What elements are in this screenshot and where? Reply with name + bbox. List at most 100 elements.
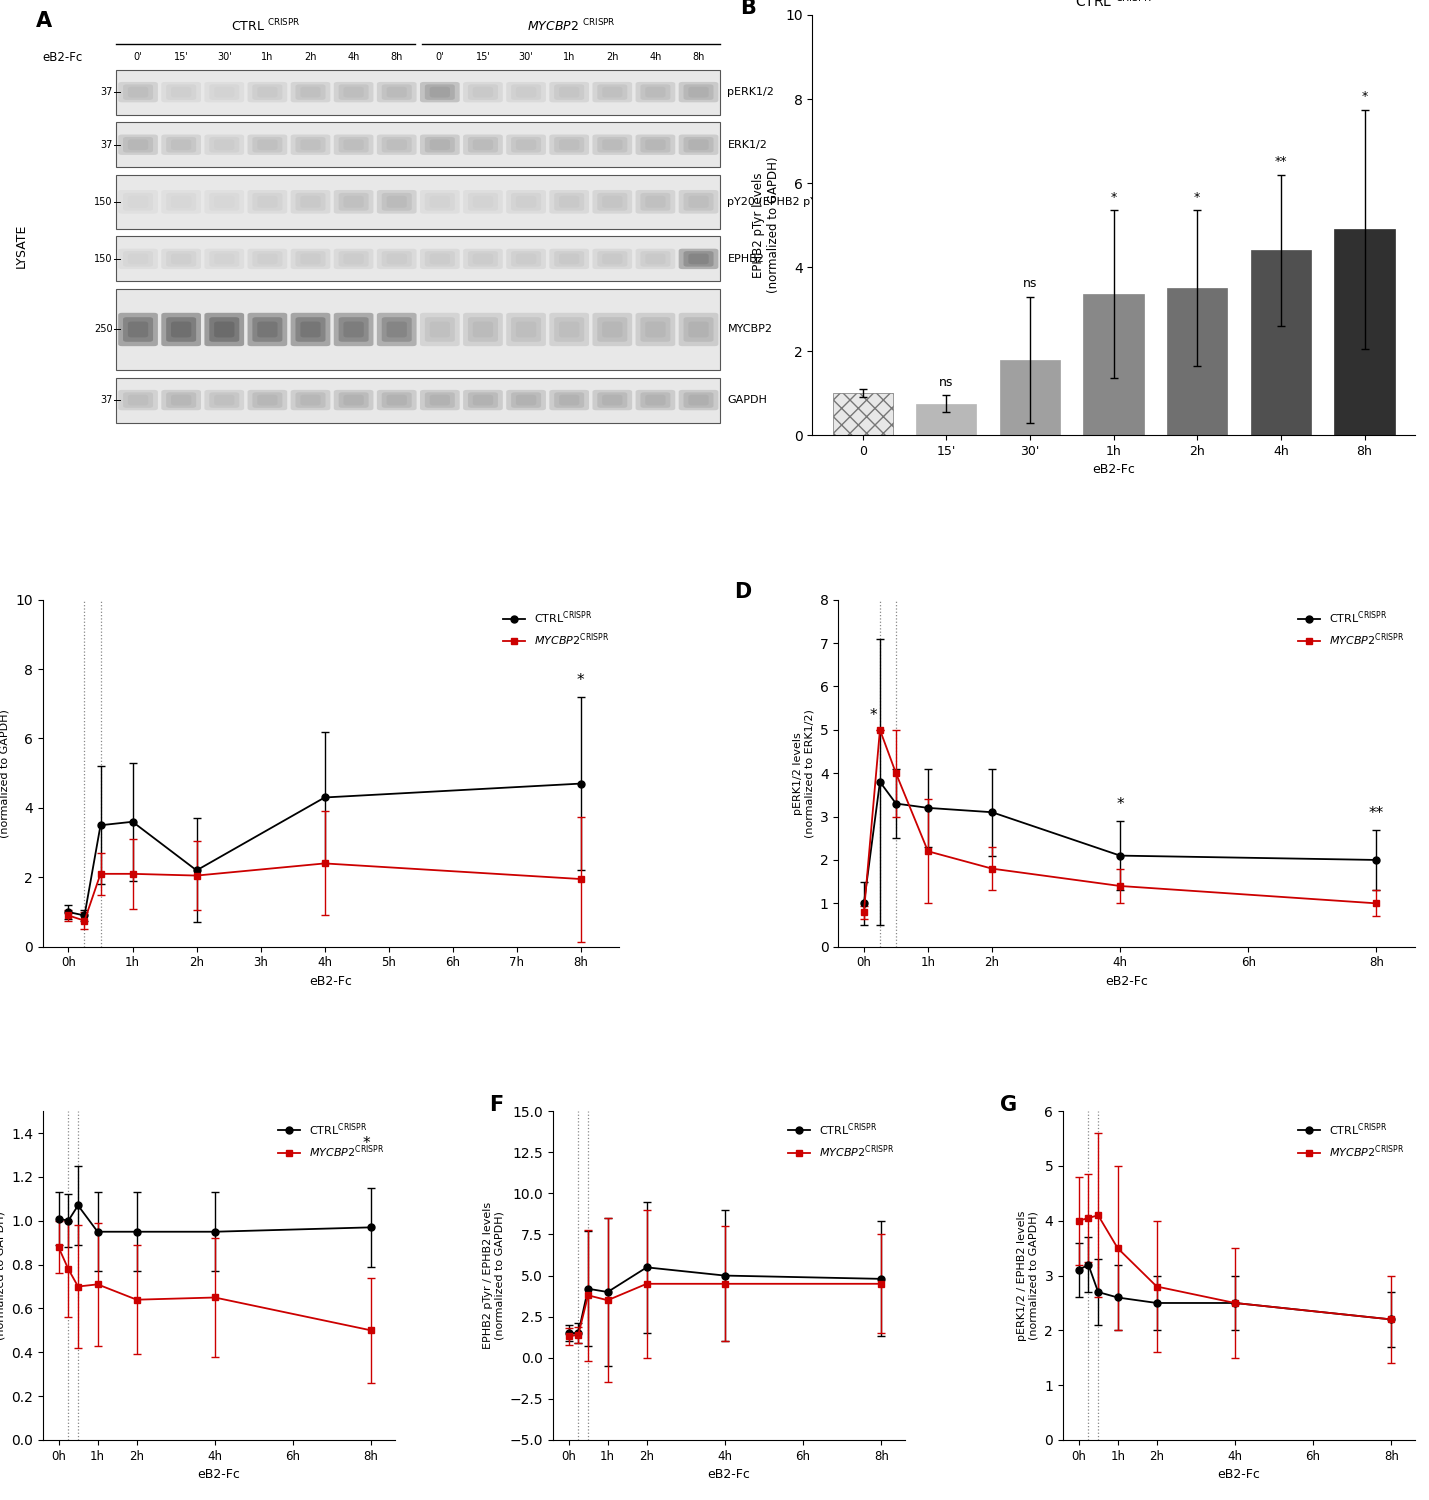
FancyBboxPatch shape [597,194,627,210]
FancyBboxPatch shape [602,140,623,150]
Y-axis label: EPHB2 pTyr levels
(normalized to GAPDH): EPHB2 pTyr levels (normalized to GAPDH) [0,708,10,837]
Text: *: * [1116,796,1125,812]
FancyBboxPatch shape [424,136,454,153]
FancyBboxPatch shape [204,314,244,346]
FancyBboxPatch shape [549,249,589,268]
Bar [1083,294,1143,435]
FancyBboxPatch shape [214,321,234,338]
FancyBboxPatch shape [339,136,369,153]
Text: pY20 (EPHB2 pY): pY20 (EPHB2 pY) [727,196,822,207]
FancyBboxPatch shape [166,251,196,267]
FancyBboxPatch shape [166,393,196,408]
FancyBboxPatch shape [559,394,579,405]
FancyBboxPatch shape [377,314,417,346]
FancyBboxPatch shape [123,316,153,342]
FancyBboxPatch shape [689,394,709,405]
FancyBboxPatch shape [679,82,719,102]
FancyBboxPatch shape [679,390,719,411]
FancyBboxPatch shape [640,251,670,267]
FancyBboxPatch shape [253,393,283,408]
FancyBboxPatch shape [127,321,149,338]
FancyBboxPatch shape [597,316,627,342]
FancyBboxPatch shape [597,136,627,153]
FancyBboxPatch shape [166,84,196,100]
Y-axis label: EPHB2 protein levels
(normalized to GAPDH): EPHB2 protein levels (normalized to GAPD… [0,1210,6,1340]
FancyBboxPatch shape [334,314,373,346]
FancyBboxPatch shape [467,251,497,267]
FancyBboxPatch shape [640,136,670,153]
FancyBboxPatch shape [171,321,191,338]
Legend: CTRL$^{\mathrm{CRISPR}}$, $\mathit{MYCBP2}$$^{\mathrm{CRISPR}}$: CTRL$^{\mathrm{CRISPR}}$, $\mathit{MYCBP… [499,604,613,652]
FancyBboxPatch shape [161,390,201,411]
FancyBboxPatch shape [640,316,670,342]
Text: 8h: 8h [692,53,704,62]
Text: 37: 37 [100,87,113,98]
FancyBboxPatch shape [343,321,364,338]
FancyBboxPatch shape [257,321,277,338]
FancyBboxPatch shape [420,190,460,213]
FancyBboxPatch shape [171,394,191,405]
FancyBboxPatch shape [549,82,589,102]
FancyBboxPatch shape [597,393,627,408]
FancyBboxPatch shape [554,84,584,100]
FancyBboxPatch shape [640,393,670,408]
FancyBboxPatch shape [506,190,546,213]
Text: 1h: 1h [262,53,273,62]
FancyBboxPatch shape [123,393,153,408]
FancyBboxPatch shape [119,135,157,154]
FancyBboxPatch shape [549,190,589,213]
FancyBboxPatch shape [683,194,713,210]
FancyBboxPatch shape [253,84,283,100]
Title: CTRL $^{\mathrm{CRISPR}}$: CTRL $^{\mathrm{CRISPR}}$ [1075,0,1152,9]
FancyBboxPatch shape [463,314,503,346]
Text: 0': 0' [436,53,444,62]
FancyBboxPatch shape [253,251,283,267]
FancyBboxPatch shape [593,135,632,154]
FancyBboxPatch shape [161,135,201,154]
FancyBboxPatch shape [334,82,373,102]
Text: *: * [1362,90,1368,104]
FancyBboxPatch shape [247,82,287,102]
FancyBboxPatch shape [343,394,364,405]
Text: 2h: 2h [606,53,619,62]
FancyBboxPatch shape [424,251,454,267]
FancyBboxPatch shape [247,190,287,213]
FancyBboxPatch shape [512,251,542,267]
Text: *: * [1110,190,1116,204]
X-axis label: eB2-Fc: eB2-Fc [310,975,353,988]
FancyBboxPatch shape [512,316,542,342]
FancyBboxPatch shape [593,190,632,213]
FancyBboxPatch shape [506,135,546,154]
FancyBboxPatch shape [549,135,589,154]
X-axis label: eB2-Fc: eB2-Fc [1092,464,1135,477]
Text: ns: ns [939,376,953,388]
FancyBboxPatch shape [602,394,623,405]
Text: *: * [363,1136,370,1150]
FancyBboxPatch shape [467,136,497,153]
FancyBboxPatch shape [424,393,454,408]
FancyBboxPatch shape [636,249,676,268]
FancyBboxPatch shape [679,135,719,154]
FancyBboxPatch shape [420,314,460,346]
Text: B: B [740,0,756,18]
FancyBboxPatch shape [117,176,720,230]
FancyBboxPatch shape [204,390,244,411]
Text: GAPDH: GAPDH [727,394,767,405]
FancyBboxPatch shape [204,82,244,102]
FancyBboxPatch shape [636,390,676,411]
FancyBboxPatch shape [119,314,157,346]
Text: **: ** [1369,806,1383,820]
FancyBboxPatch shape [512,393,542,408]
Y-axis label: EPHB2 pTyr levels
(normalized to GAPDH): EPHB2 pTyr levels (normalized to GAPDH) [752,158,780,294]
Text: 15': 15' [174,53,189,62]
FancyBboxPatch shape [463,135,503,154]
FancyBboxPatch shape [593,314,632,346]
FancyBboxPatch shape [300,321,320,338]
FancyBboxPatch shape [516,394,536,405]
FancyBboxPatch shape [290,249,330,268]
Text: 150: 150 [94,254,113,264]
FancyBboxPatch shape [420,82,460,102]
FancyBboxPatch shape [554,393,584,408]
Bar [916,404,976,435]
FancyBboxPatch shape [636,190,676,213]
